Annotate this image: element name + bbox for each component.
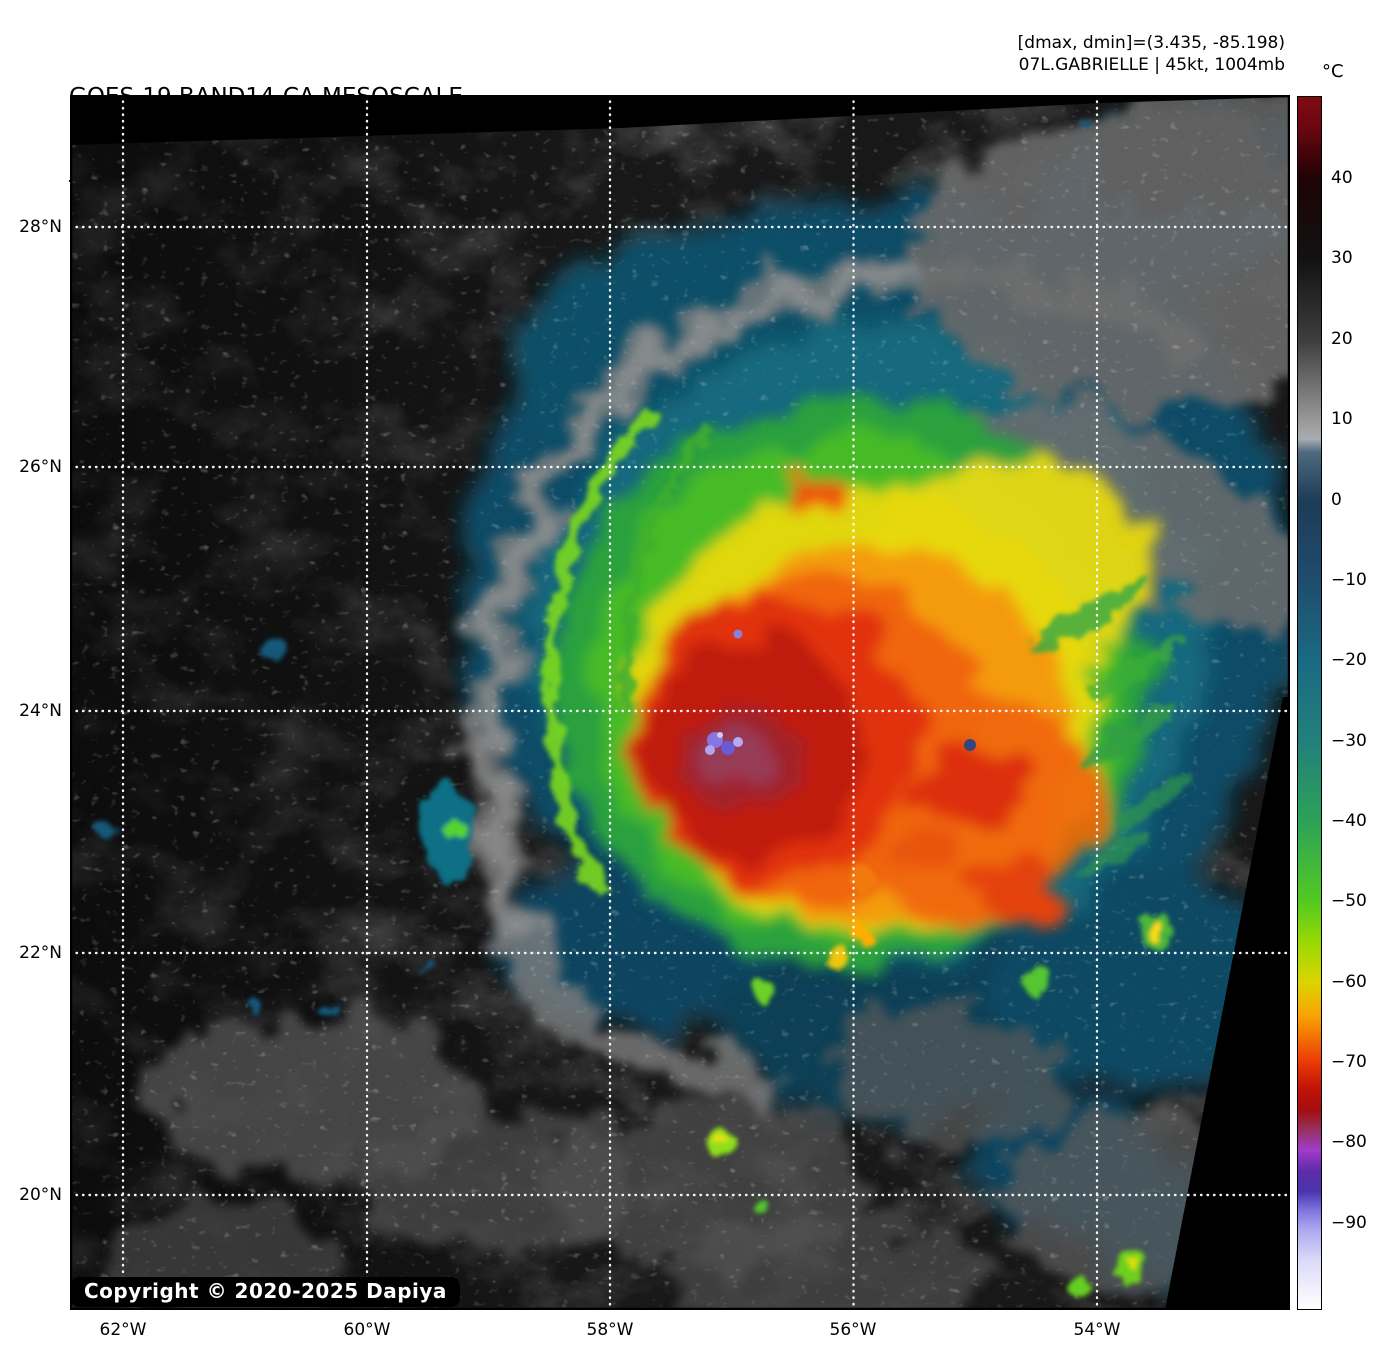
lon-tick-label: 58°W [586, 1320, 634, 1340]
colorbar-tick: −30 [1331, 731, 1367, 751]
colorbar-tick: −50 [1331, 891, 1367, 911]
satellite-map [69, 94, 1291, 1311]
scan-edge-top [70, 95, 1290, 145]
satellite-image [69, 94, 1291, 1311]
copyright-badge: Copyright © 2020-2025 Dapiya [71, 1277, 460, 1307]
lon-tick-label: 56°W [829, 1320, 877, 1340]
storm-id-line: 07L.GABRIELLE | 45kt, 1004mb [1018, 55, 1285, 75]
lat-tick-label: 26°N [19, 457, 62, 477]
lat-tick-label: 24°N [19, 701, 62, 721]
colorbar-tick: 10 [1331, 409, 1353, 429]
scan-edge-bottom-right [1165, 697, 1290, 1310]
colorbar-tick: −10 [1331, 570, 1367, 590]
colorbar-tick: −80 [1331, 1132, 1367, 1152]
hurricane-cloud-tops [555, 395, 1155, 965]
colorbar-tick: −70 [1331, 1052, 1367, 1072]
dmax-dmin-line: [dmax, dmin]=(3.435, -85.198) [1017, 33, 1285, 53]
colorbar-tick: −40 [1331, 811, 1367, 831]
colorbar-tick: 40 [1331, 168, 1353, 188]
storm-info: [dmax, dmin]=(3.435, -85.198) 07L.GABRIE… [1018, 32, 1285, 76]
map-border [69, 94, 1291, 1311]
lat-tick-label: 22°N [19, 943, 62, 963]
colorbar-tick: 20 [1331, 329, 1353, 349]
lon-tick-label: 54°W [1073, 1320, 1121, 1340]
colorbar-tick: −60 [1331, 972, 1367, 992]
overshooting-tops [705, 629, 976, 755]
colorbar-tick: 0 [1331, 490, 1342, 510]
graticule [70, 95, 1290, 1310]
lat-tick-label: 28°N [19, 217, 62, 237]
colorbar-tick: 30 [1331, 248, 1353, 268]
colorbar-gradient [1297, 96, 1322, 1310]
storm-filaments [95, 117, 1193, 1299]
lon-tick-label: 62°W [99, 1320, 147, 1340]
lat-tick-label: 20°N [19, 1185, 62, 1205]
colorbar-tick: −90 [1331, 1213, 1367, 1233]
lon-tick-label: 60°W [343, 1320, 391, 1340]
colorbar-tick: −20 [1331, 650, 1367, 670]
colorbar-unit-label: °C [1322, 61, 1344, 82]
